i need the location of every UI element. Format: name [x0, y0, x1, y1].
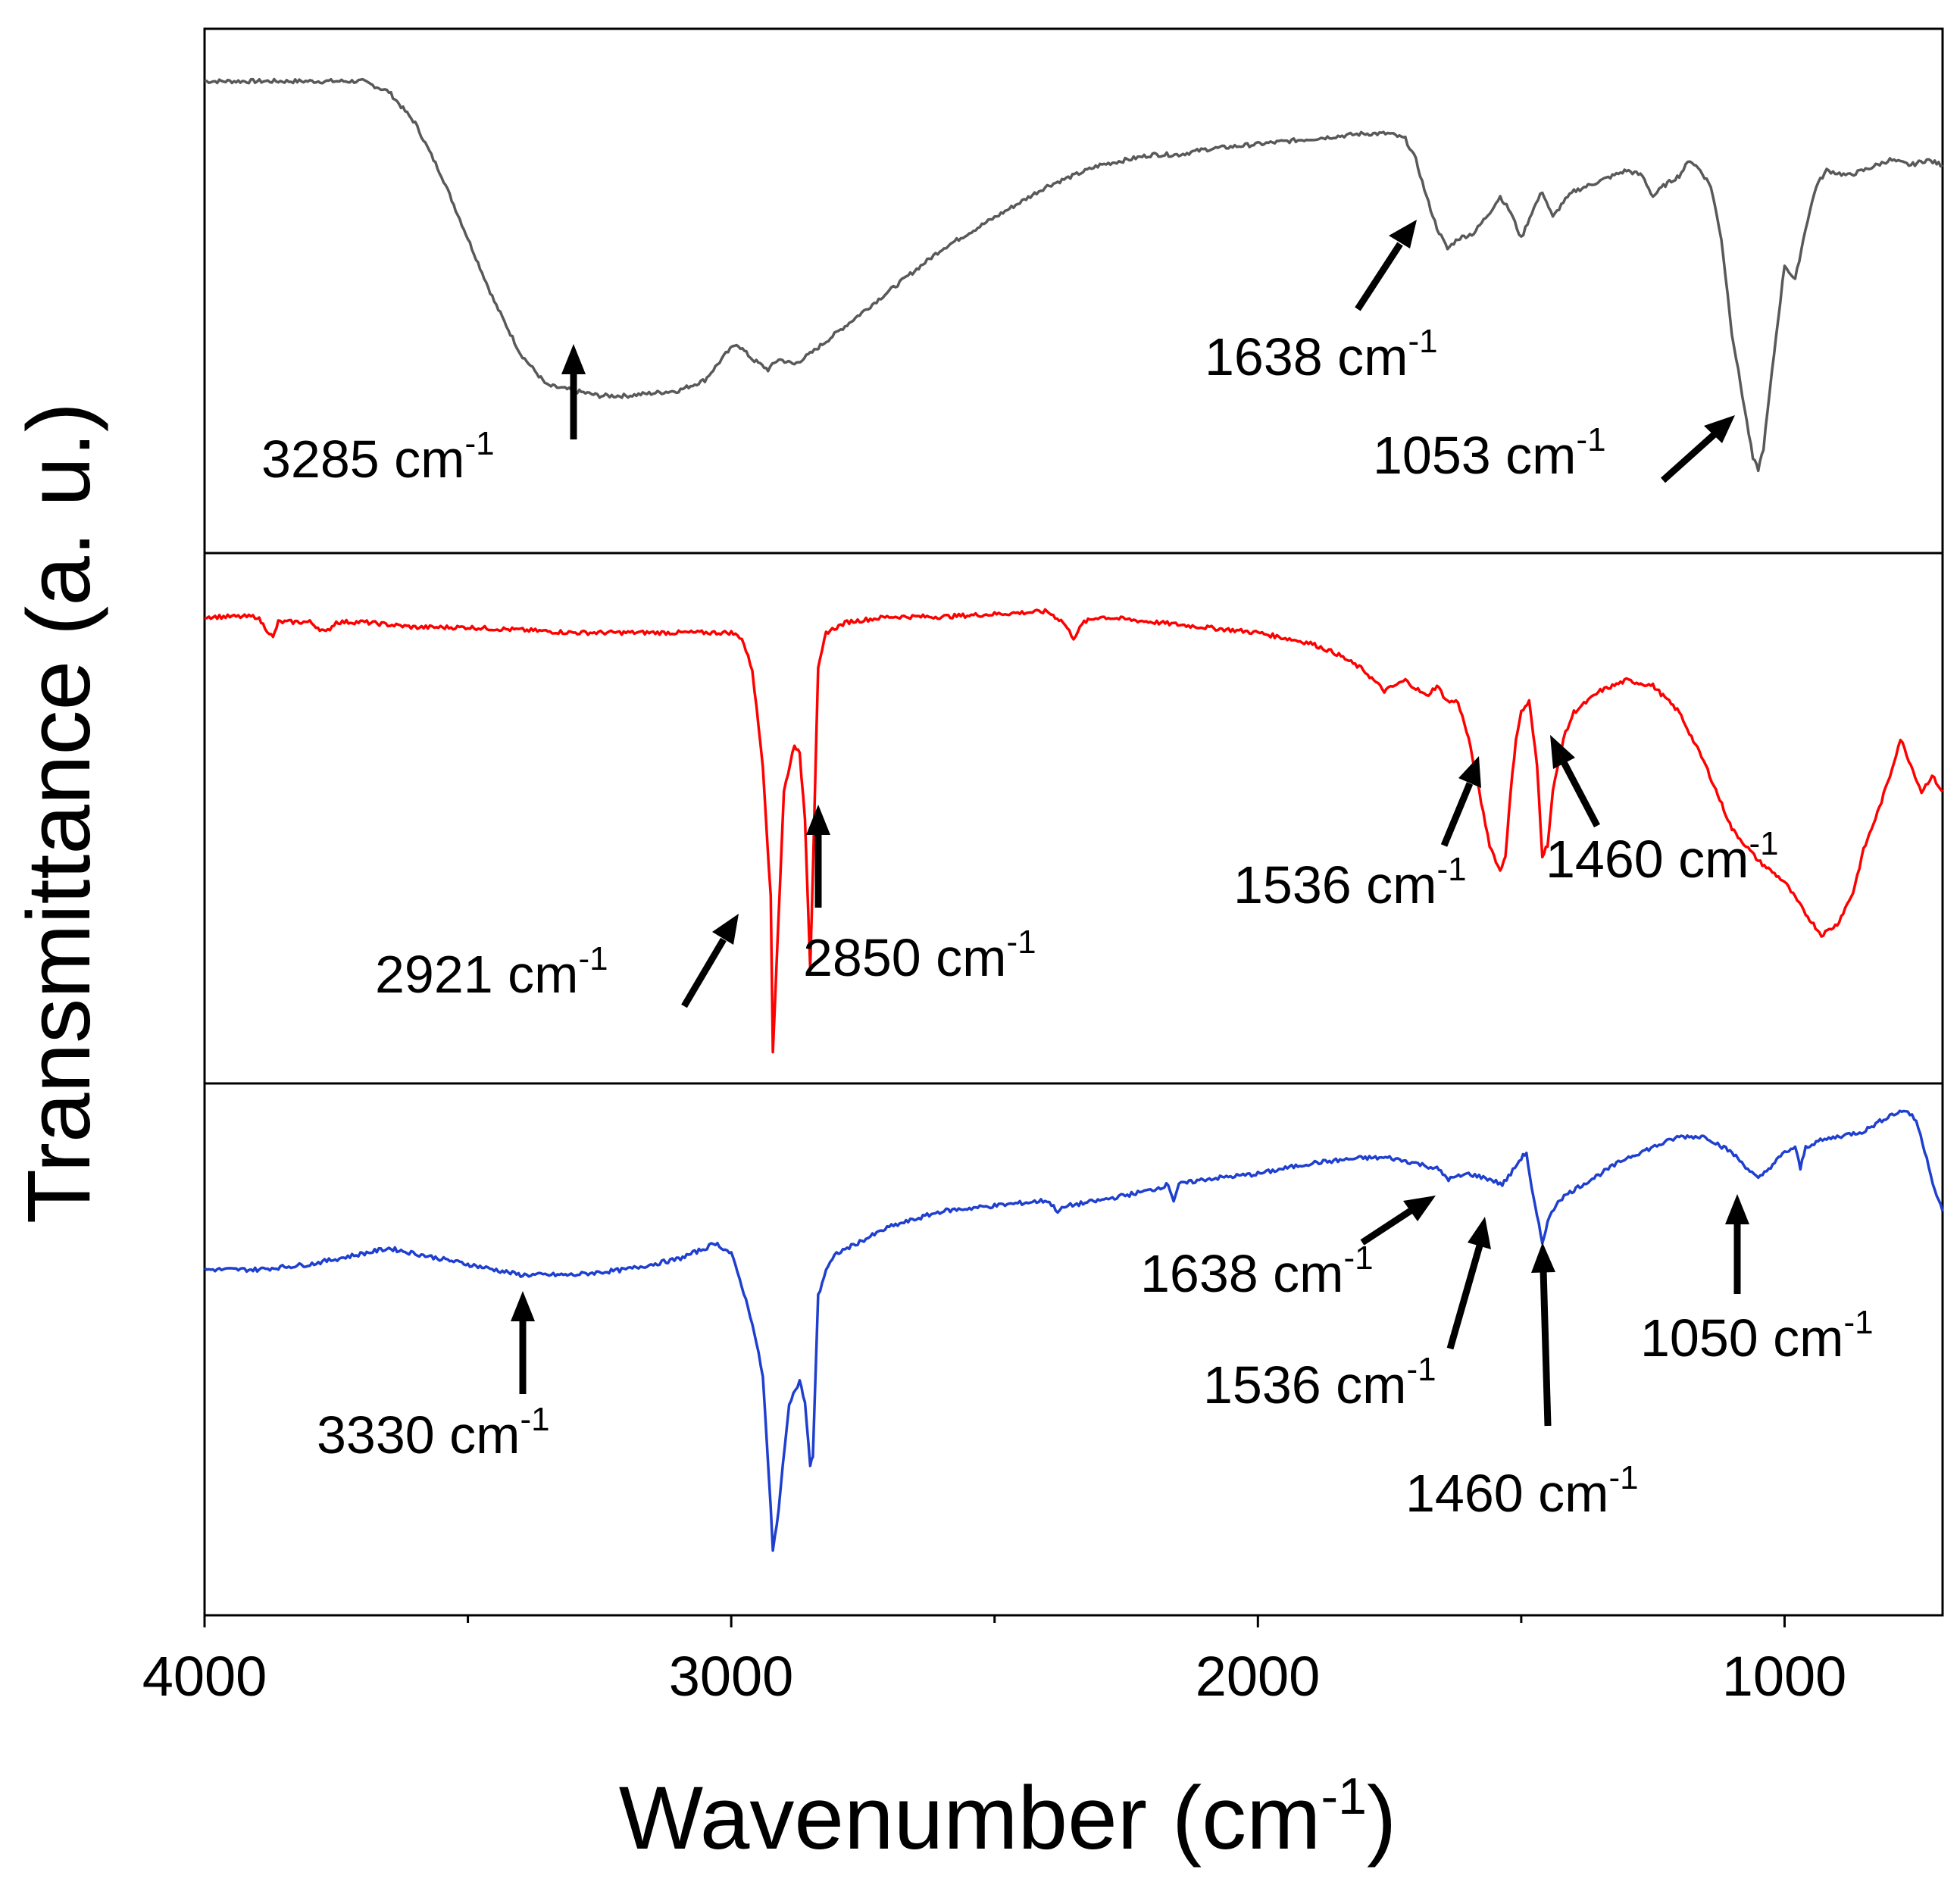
annotation-2850-middle: 2850 cm-1 [803, 924, 1036, 987]
arrow-2921-middle [681, 937, 727, 1008]
annotation-3330-bottom: 3330 cm-1 [317, 1401, 550, 1465]
trace-middle-spectrum [204, 608, 1944, 1054]
arrow-head-1638-top [1389, 220, 1417, 249]
x-tick-label-2000: 2000 [1196, 1645, 1321, 1708]
arrow-1536-bottom [1446, 1244, 1483, 1350]
x-axis-ticks [203, 1615, 1786, 1627]
x-axis-title: Wavenumber (cm-1) [619, 1768, 1396, 1868]
annotation-1638-bottom: 1638 cm-1 [1140, 1239, 1374, 1303]
trace-top-spectrum [204, 77, 1943, 473]
arrow-head-1460-bottom [1531, 1243, 1555, 1273]
annotation-1460-bottom: 1460 cm-1 [1405, 1459, 1639, 1523]
arrow-head-2921-middle [712, 914, 739, 945]
arrow-head-2850-middle [806, 805, 830, 835]
plot-frame [203, 27, 1944, 1617]
arrow-head-1053-top [1704, 415, 1735, 443]
arrow-head-1050-bottom [1725, 1194, 1749, 1224]
x-tick-label-3000: 3000 [669, 1645, 794, 1708]
x-tick-label-4000: 4000 [142, 1645, 267, 1708]
annotation-1053-top: 1053 cm-1 [1373, 421, 1606, 485]
trace-bottom-spectrum [204, 1109, 1944, 1552]
arrow-head-1460-middle [1550, 735, 1575, 769]
arrow-1460-middle [1561, 760, 1600, 828]
arrow-1638-top [1355, 242, 1403, 311]
annotation-1638-top: 1638 cm-1 [1205, 323, 1438, 386]
annotation-2921-middle: 2921 cm-1 [375, 940, 608, 1004]
arrow-1460-bottom [1540, 1269, 1552, 1427]
annotation-1050-bottom: 1050 cm-1 [1640, 1304, 1874, 1368]
annotation-1460-middle: 1460 cm-1 [1546, 825, 1779, 889]
annotation-1536-bottom: 1536 cm-1 [1203, 1351, 1436, 1415]
arrow-head-1638-bottom [1403, 1196, 1436, 1221]
arrow-head-3285-top [561, 344, 586, 374]
arrow-1638-bottom [1360, 1208, 1413, 1246]
arrow-1053-top [1660, 432, 1717, 483]
arrow-head-1536-bottom [1468, 1217, 1491, 1249]
annotation-1536-middle: 1536 cm-1 [1233, 851, 1467, 914]
y-axis-title: Transmittance (a. u.) [9, 402, 109, 1224]
arrow-head-1536-middle [1458, 756, 1481, 788]
annotation-3285-top: 3285 cm-1 [261, 425, 495, 489]
arrow-1536-middle [1440, 782, 1474, 847]
x-tick-label-1000: 1000 [1722, 1645, 1847, 1708]
arrow-head-3330-bottom [511, 1291, 535, 1321]
